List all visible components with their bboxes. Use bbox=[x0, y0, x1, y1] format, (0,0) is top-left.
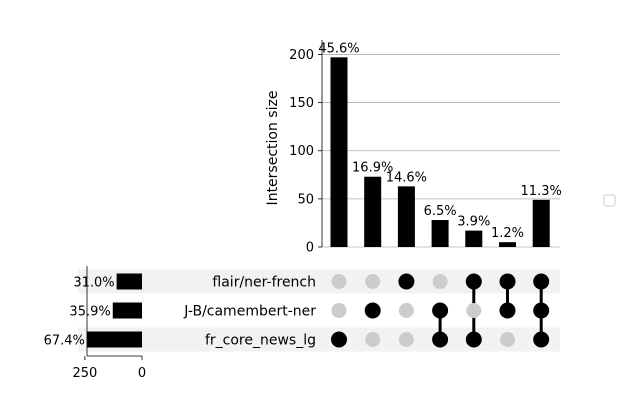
row-shade bbox=[78, 327, 560, 352]
intersection-bars bbox=[330, 57, 550, 247]
set-name: flair/ner-french bbox=[212, 275, 316, 291]
intersection-bar bbox=[465, 230, 483, 247]
matrix-dot-active bbox=[533, 331, 550, 348]
matrix-dot-inactive bbox=[331, 274, 347, 289]
matrix-dot-inactive bbox=[466, 303, 482, 318]
set-name: fr_core_news_lg bbox=[205, 333, 316, 349]
bar-percent-label: 3.9% bbox=[457, 215, 490, 230]
matrix-dot-inactive bbox=[398, 332, 414, 347]
matrix-dot-active bbox=[533, 302, 550, 319]
intersection-bar bbox=[330, 57, 348, 247]
matrix-dot-inactive bbox=[331, 303, 347, 318]
intersection-bar bbox=[532, 199, 550, 247]
y-tick-label: 150 bbox=[289, 96, 314, 111]
intersection-bar bbox=[397, 186, 415, 247]
set-size-tick-label: 0 bbox=[138, 366, 146, 381]
bar-percent-label: 1.2% bbox=[491, 226, 524, 241]
bar-percent-label: 6.5% bbox=[424, 204, 457, 219]
set-size-label: 67.4% bbox=[44, 334, 85, 349]
intersection-bar bbox=[499, 242, 516, 247]
bar-percent-label: 14.6% bbox=[386, 170, 427, 185]
set-size-axis: 250 0 bbox=[72, 266, 146, 381]
y-tick-label: 100 bbox=[289, 144, 314, 159]
matrix-dot-inactive bbox=[365, 274, 381, 289]
bar-percent-labels: 45.6% 16.9%14.6% 6.5%3.9%1.2% 11.3% bbox=[318, 41, 562, 241]
matrix-row-shading bbox=[78, 269, 560, 352]
y-axis-label: Intersection size bbox=[265, 91, 281, 206]
gridlines bbox=[322, 54, 560, 248]
intersection-bar bbox=[364, 176, 382, 247]
matrix-dot-active bbox=[533, 273, 550, 290]
set-names: flair/ner-french J-B/camembert-ner fr_core… bbox=[183, 275, 316, 349]
set-size-bars: 31.0% 35.9% 67.4% bbox=[44, 273, 142, 349]
matrix-dot-active bbox=[465, 273, 482, 290]
bar-percent-label: 11.3% bbox=[521, 184, 562, 199]
set-size-label: 31.0% bbox=[73, 276, 114, 291]
matrix-dot-inactive bbox=[398, 303, 414, 318]
set-size-tick-label: 250 bbox=[72, 366, 97, 381]
y-tick-label: 0 bbox=[306, 241, 314, 256]
row-shade bbox=[78, 269, 560, 294]
matrix-dot-active bbox=[499, 273, 516, 290]
matrix-dot-active bbox=[364, 302, 381, 319]
matrix-dot-active bbox=[432, 331, 449, 348]
matrix-dot-inactive bbox=[500, 332, 515, 347]
legend-box bbox=[603, 194, 616, 207]
y-tick-label: 200 bbox=[289, 48, 314, 63]
set-size-bar bbox=[116, 273, 142, 290]
bar-percent-label: 45.6% bbox=[318, 41, 359, 56]
set-size-bar bbox=[86, 331, 142, 348]
matrix-dot-active bbox=[331, 331, 347, 348]
set-size-bar bbox=[112, 302, 142, 319]
y-tick-label: 50 bbox=[297, 192, 314, 207]
y-axis: 0 50 100 150 200 bbox=[289, 40, 323, 256]
bar-percent-label: 16.9% bbox=[352, 161, 393, 176]
set-size-label: 35.9% bbox=[69, 305, 110, 320]
matrix-dot-active bbox=[499, 302, 516, 319]
matrix-dot-inactive bbox=[365, 332, 381, 347]
matrix-dot-active bbox=[432, 302, 449, 319]
membership-matrix bbox=[331, 273, 550, 348]
matrix-dot-inactive bbox=[432, 274, 448, 289]
set-name: J-B/camembert-ner bbox=[183, 304, 316, 320]
matrix-dot-active bbox=[465, 331, 482, 348]
matrix-dot-active bbox=[398, 273, 415, 290]
intersection-bar bbox=[431, 220, 449, 247]
